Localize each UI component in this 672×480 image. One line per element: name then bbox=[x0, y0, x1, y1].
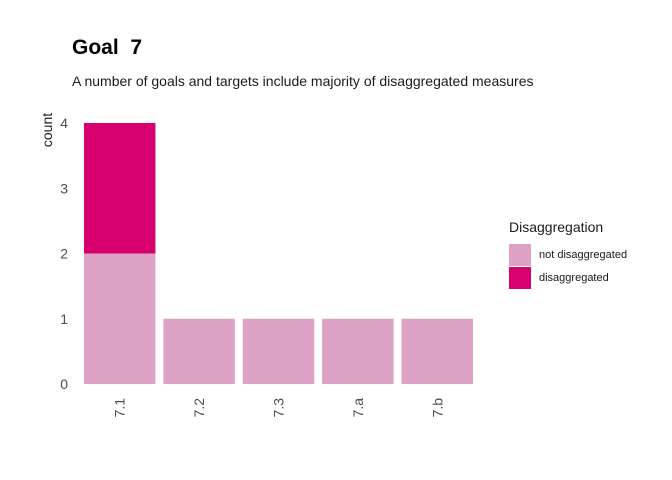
chart-subtitle: A number of goals and targets include ma… bbox=[72, 73, 534, 89]
legend-label-not-disaggregated: not disaggregated bbox=[539, 248, 628, 261]
bar-not-disaggregated-7-3 bbox=[242, 318, 315, 384]
x-tick-label: 7.1 bbox=[112, 398, 128, 418]
legend-item-not-disaggregated: not disaggregated bbox=[509, 243, 627, 266]
y-tick-label: 1 bbox=[60, 311, 68, 327]
y-tick-label: 0 bbox=[60, 376, 68, 392]
bar-not-disaggregated-7-1 bbox=[83, 253, 156, 384]
legend-title: Disaggregation bbox=[509, 219, 604, 235]
bar-disaggregated-7-1 bbox=[83, 123, 156, 254]
legend-swatch-disaggregated bbox=[509, 266, 531, 289]
legend: Disaggregation not disaggregated disaggr… bbox=[509, 219, 627, 289]
bar-not-disaggregated-7-a bbox=[322, 318, 394, 384]
y-tick-label: 2 bbox=[60, 246, 68, 262]
legend-item-disaggregated: disaggregated bbox=[509, 266, 627, 289]
y-tick-label: 4 bbox=[60, 115, 68, 131]
x-tick-label: 7.a bbox=[350, 398, 366, 418]
bar-not-disaggregated-7-b bbox=[401, 318, 474, 384]
chart-title: Goal 7 bbox=[72, 36, 143, 59]
legend-label-disaggregated: disaggregated bbox=[539, 271, 609, 284]
x-tick-label: 7.b bbox=[429, 398, 445, 418]
x-tick-label: 7.3 bbox=[271, 398, 287, 418]
bar-not-disaggregated-7-2 bbox=[163, 318, 235, 384]
legend-swatch-not-disaggregated bbox=[509, 243, 531, 266]
y-axis-label: count bbox=[39, 113, 55, 147]
x-tick-label: 7.2 bbox=[191, 398, 207, 418]
y-tick-label: 3 bbox=[60, 180, 68, 196]
